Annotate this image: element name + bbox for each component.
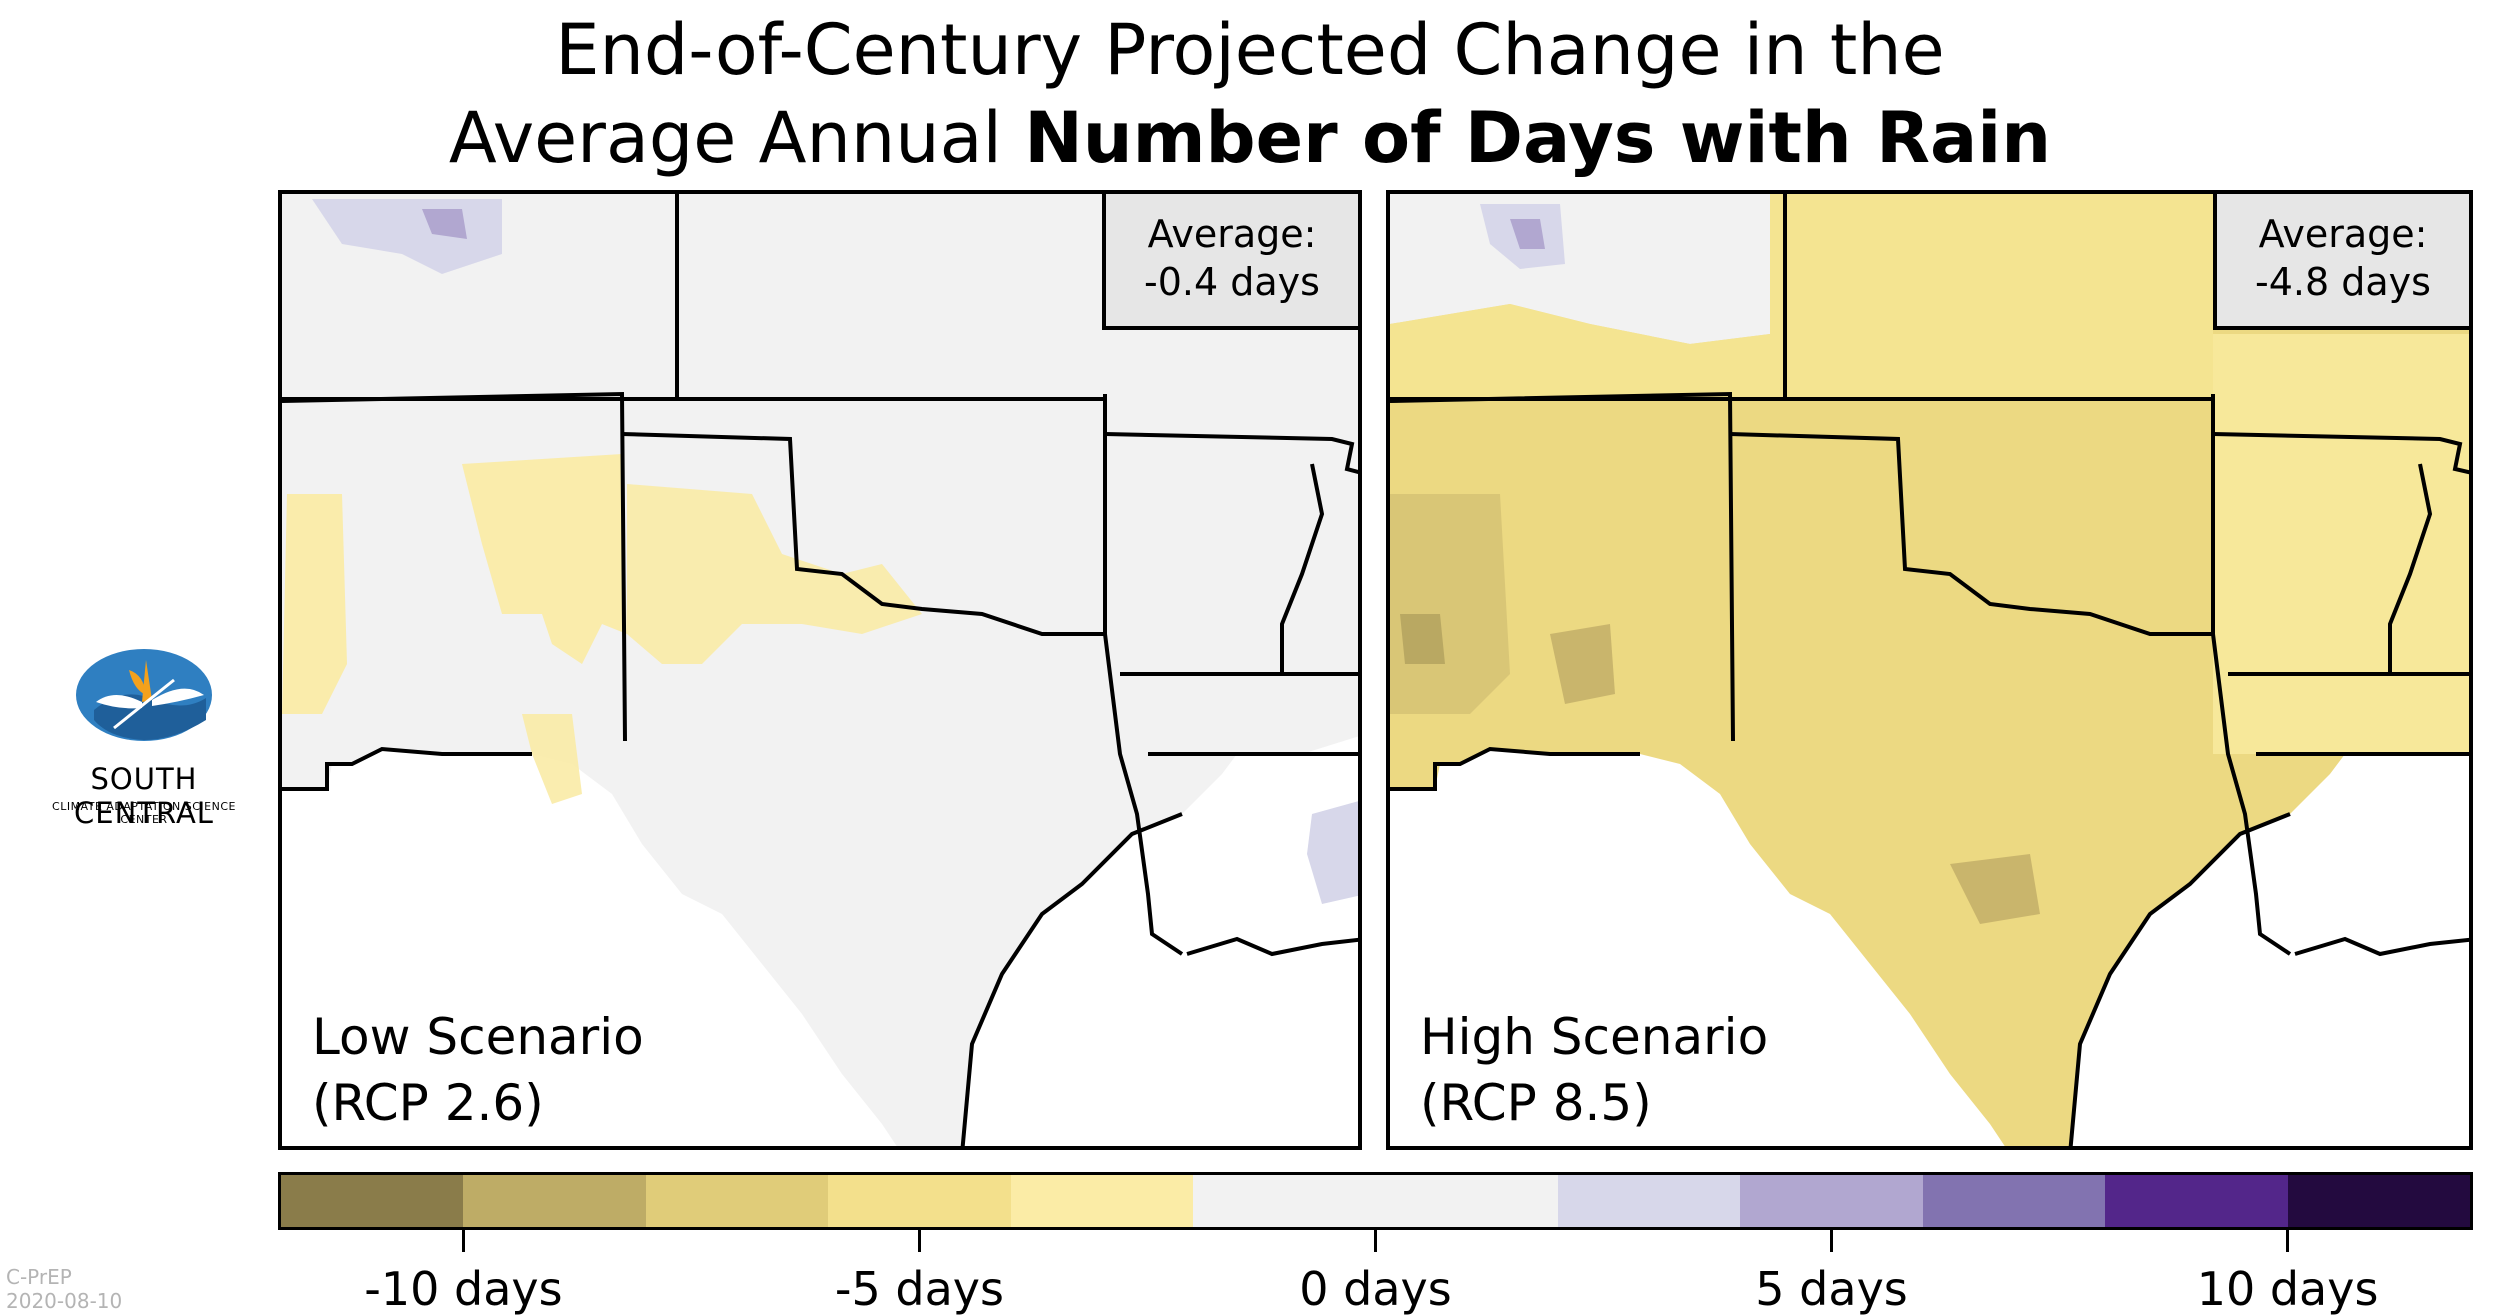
title-prefix: Average Annual	[448, 97, 1025, 179]
colorbar-tick-label: 5 days	[1755, 1262, 1908, 1316]
colorbar-segment	[1193, 1175, 1376, 1227]
map-panel-low-scenario: Average: -0.4 days Low Scenario (RCP 2.6…	[278, 190, 1362, 1150]
colorbar-segment	[281, 1175, 464, 1227]
colorbar-tick-label: -10 days	[364, 1262, 563, 1316]
logo-text-sub: CLIMATE ADAPTATION SCIENCE CENTER	[52, 800, 236, 826]
colorbar-tick	[1374, 1230, 1377, 1252]
map-high-scenario	[1390, 194, 2469, 1146]
colorbar-tick	[461, 1230, 465, 1252]
scenario-label-high: High Scenario (RCP 8.5)	[1420, 1004, 1768, 1136]
scenario-rcp: (RCP 8.5)	[1420, 1074, 1652, 1132]
map-panel-high-scenario: Average: -4.8 days High Scenario (RCP 8.…	[1386, 190, 2473, 1150]
credit-line1: C-PrEP	[6, 1265, 72, 1289]
map-low-scenario	[282, 194, 1358, 1146]
average-label: Average:	[1147, 212, 1317, 256]
colorbar-segment	[1922, 1175, 2106, 1227]
average-value: -0.4 days	[1144, 260, 1320, 304]
colorbar-tick-label: 0 days	[1299, 1262, 1452, 1316]
map-title-line1: End-of-Century Projected Change in the	[555, 9, 1945, 91]
average-value: -4.8 days	[2255, 260, 2431, 304]
colorbar-segment	[1375, 1175, 1558, 1227]
colorbar-legend	[278, 1172, 2473, 1230]
scenario-rcp: (RCP 2.6)	[312, 1074, 544, 1132]
colorbar-tick	[2286, 1230, 2290, 1252]
title-bold: Number of Days with Rain	[1024, 97, 2052, 179]
colorbar-segment	[828, 1175, 1011, 1227]
colorbar-segment	[463, 1175, 646, 1227]
scenario-name: High Scenario	[1420, 1008, 1769, 1066]
credit-line2: 2020-08-10	[6, 1289, 123, 1313]
average-label: Average:	[2258, 212, 2428, 256]
map-title-line2: Average Annual Number of Days with Rain	[0, 94, 2500, 182]
average-box-low: Average: -0.4 days	[1102, 194, 1358, 330]
south-central-casc-logo	[76, 649, 212, 741]
colorbar-segment	[1010, 1175, 1194, 1227]
colorbar-segment	[2287, 1175, 2471, 1227]
colorbar-tick-label: 10 days	[2196, 1262, 2379, 1316]
average-box-high: Average: -4.8 days	[2213, 194, 2469, 330]
colorbar-segment	[2105, 1175, 2288, 1227]
logo-text-main: SOUTH CENTRAL	[74, 762, 214, 830]
colorbar-segment	[1740, 1175, 1923, 1227]
colorbar-segment	[645, 1175, 829, 1227]
colorbar-tick	[917, 1230, 921, 1252]
scenario-name: Low Scenario	[312, 1008, 644, 1066]
colorbar-segment	[1557, 1175, 1741, 1227]
scenario-label-low: Low Scenario (RCP 2.6)	[312, 1004, 644, 1136]
colorbar-tick-label: -5 days	[834, 1262, 1004, 1316]
colorbar-tick	[1830, 1230, 1834, 1252]
